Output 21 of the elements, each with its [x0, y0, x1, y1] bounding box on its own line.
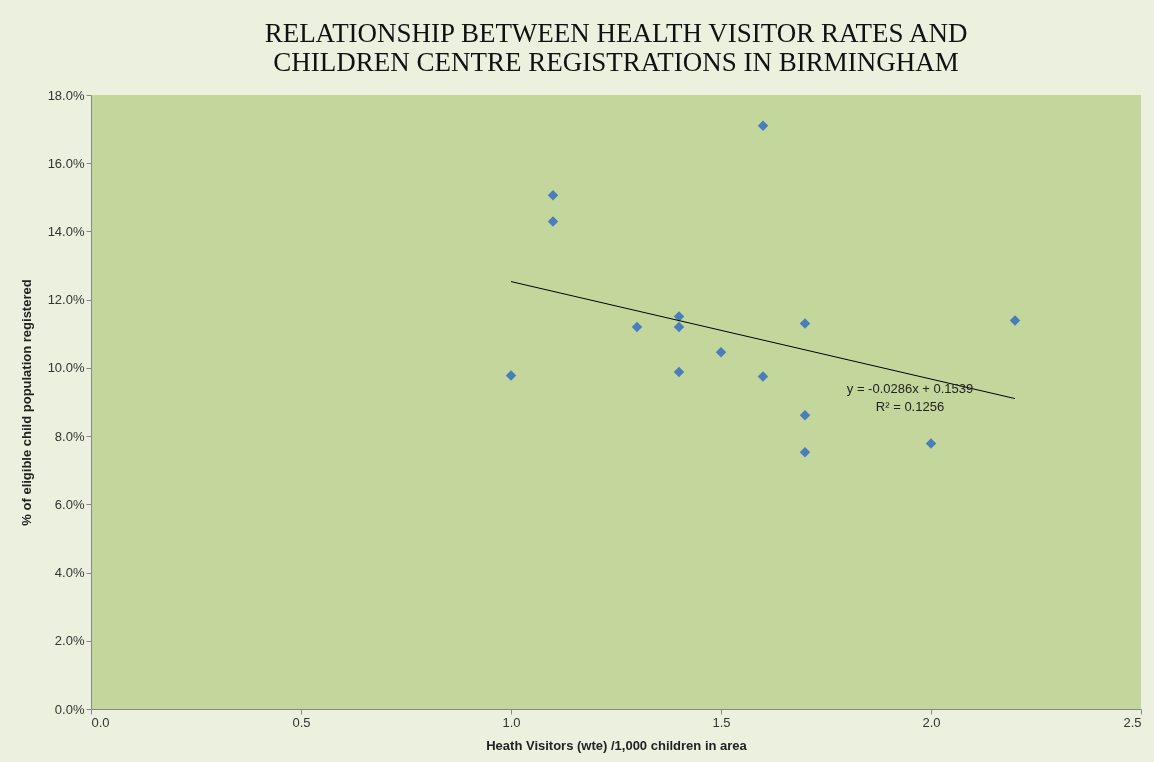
y-tick-label: 4.0%	[54, 565, 85, 581]
chart-title: RELATIONSHIP BETWEEN HEALTH VISITOR RATES AND CHILDREN CENTRE REGISTRATIONS IN BIRMINGHAM	[264, 18, 968, 77]
y-tick-label: 14.0%	[47, 223, 85, 239]
y-tick-label: 2.0%	[54, 633, 85, 649]
y-tick-label: 8.0%	[54, 428, 85, 444]
x-axis-title: Heath Visitors (wte) /1,000 children in area	[486, 737, 748, 753]
y-tick-label: 18.0%	[47, 87, 85, 103]
annotation: y = -0.0286x + 0.1539	[846, 380, 974, 396]
y-axis-title: % of eligible child population registered	[18, 279, 34, 526]
y-tick-label: 16.0%	[47, 155, 85, 171]
y-tick-label: 6.0%	[54, 496, 85, 512]
y-tick-label: 10.0%	[47, 360, 85, 376]
x-tick-label: 1.5	[712, 714, 731, 730]
annotation: R² = 0.1256	[875, 398, 945, 414]
y-tick-label: 12.0%	[47, 292, 85, 308]
x-tick-label: 0.5	[292, 714, 311, 730]
y-tick-label: 0.0%	[54, 701, 85, 717]
x-tick-label: 0.0	[91, 714, 110, 730]
x-tick-label: 2.5	[1123, 714, 1142, 730]
x-tick-label: 2.0	[922, 714, 941, 730]
x-tick-label: 1.0	[502, 714, 521, 730]
